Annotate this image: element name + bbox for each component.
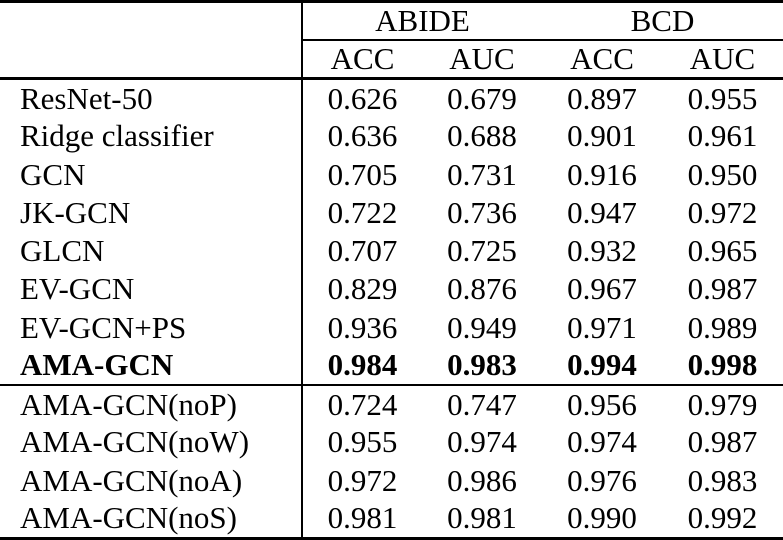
metric-value: 0.725 xyxy=(447,233,517,269)
metric-value: 0.956 xyxy=(542,383,662,424)
row-label: AMA-GCN(noA) xyxy=(0,461,303,500)
metric-value: 0.984 xyxy=(327,347,398,383)
metric-value: 0.747 xyxy=(422,383,542,424)
metric-value: 0.829 xyxy=(327,271,398,307)
metric-header-auc-bcd: AUC xyxy=(662,40,783,80)
table-row: Ridge classifier 0.636 0.688 0.901 0.961 xyxy=(0,117,783,156)
main-methods-section: ResNet-50 0.626 0.679 0.897 0.955 Ridge … xyxy=(0,78,783,385)
table-row: AMA-GCN(noW) 0.955 0.974 0.974 0.987 xyxy=(0,423,783,462)
metric-value: 0.986 xyxy=(447,462,517,498)
metric-value: 0.994 xyxy=(567,347,637,383)
metric-value: 0.901 xyxy=(567,118,637,154)
corner-empty-cell xyxy=(0,1,303,40)
metric-value: 0.679 xyxy=(447,80,517,116)
row-label: EV-GCN xyxy=(0,270,303,309)
metric-value: 0.987 xyxy=(687,271,758,307)
column-group-bcd: BCD xyxy=(542,1,783,41)
metric-header-row: ACC AUC ACC AUC xyxy=(0,40,783,80)
metric-value: 0.955 xyxy=(327,424,398,460)
row-label: AMA-GCN(noS) xyxy=(0,499,303,539)
metric-value: 0.983 xyxy=(687,462,758,498)
metric-value: 0.974 xyxy=(567,424,637,460)
table-row: ResNet-50 0.626 0.679 0.897 0.955 xyxy=(0,78,783,118)
metric-header-acc-abide: ACC xyxy=(302,40,422,80)
metric-value: 0.932 xyxy=(567,233,637,269)
metric-value: 0.992 xyxy=(687,500,758,536)
metric-value: 0.955 xyxy=(687,80,758,116)
metric-value: 0.626 xyxy=(327,80,398,116)
table-row-proposed-method: AMA-GCN 0.984 0.983 0.994 0.998 xyxy=(0,346,783,385)
table-row: EV-GCN 0.829 0.876 0.967 0.987 xyxy=(0,270,783,309)
dataset-header-row: ABIDE BCD xyxy=(0,1,783,41)
corner-empty-cell xyxy=(0,40,303,80)
metric-value: 0.897 xyxy=(567,80,637,116)
metric-value: 0.947 xyxy=(567,194,637,230)
row-label: EV-GCN+PS xyxy=(0,308,303,347)
table-row: EV-GCN+PS 0.936 0.949 0.971 0.989 xyxy=(0,308,783,347)
metric-value: 0.636 xyxy=(327,118,398,154)
metric-value: 0.876 xyxy=(447,271,517,307)
metric-value: 0.950 xyxy=(687,156,758,192)
metric-value: 0.705 xyxy=(327,156,398,192)
metric-value: 0.989 xyxy=(687,309,758,345)
metric-value: 0.722 xyxy=(327,194,398,230)
row-label: AMA-GCN(noW) xyxy=(0,423,303,462)
row-label: JK-GCN xyxy=(0,193,303,232)
metric-value: 0.961 xyxy=(687,118,758,154)
row-label: GCN xyxy=(0,155,303,194)
metric-value: 0.731 xyxy=(447,156,517,192)
metric-value: 0.983 xyxy=(447,347,517,383)
table-row: AMA-GCN(noP) 0.724 0.747 0.956 0.979 xyxy=(0,383,783,424)
metric-value: 0.976 xyxy=(567,462,637,498)
metric-value: 0.979 xyxy=(662,383,783,424)
row-label: GLCN xyxy=(0,231,303,271)
metric-header-acc-bcd: ACC xyxy=(542,40,662,80)
metric-value: 0.949 xyxy=(447,309,517,345)
metric-value: 0.972 xyxy=(327,462,398,498)
table-row: AMA-GCN(noA) 0.972 0.986 0.976 0.983 xyxy=(0,461,783,500)
metric-value: 0.987 xyxy=(687,424,758,460)
metric-value: 0.972 xyxy=(687,194,758,230)
metric-value: 0.965 xyxy=(687,233,758,269)
row-label: AMA-GCN xyxy=(0,346,303,385)
row-label: Ridge classifier xyxy=(0,117,303,156)
metric-value: 0.974 xyxy=(447,424,517,460)
table-row: GLCN 0.707 0.725 0.932 0.965 xyxy=(0,231,783,271)
metric-value: 0.936 xyxy=(327,309,398,345)
row-label: ResNet-50 xyxy=(0,78,303,118)
metric-value: 0.916 xyxy=(567,156,637,192)
table-row: JK-GCN 0.722 0.736 0.947 0.972 xyxy=(0,193,783,232)
metric-value: 0.707 xyxy=(327,233,398,269)
metric-header-auc-abide: AUC xyxy=(422,40,542,80)
metric-value: 0.971 xyxy=(567,309,637,345)
metric-value: 0.736 xyxy=(447,194,517,230)
metric-value: 0.967 xyxy=(567,271,637,307)
metric-value: 0.998 xyxy=(687,347,758,383)
ablation-section: AMA-GCN(noP) 0.724 0.747 0.956 0.979 AMA… xyxy=(0,383,783,539)
metric-value: 0.981 xyxy=(447,500,517,536)
table-row: AMA-GCN(noS) 0.981 0.981 0.990 0.992 xyxy=(0,499,783,539)
metric-value: 0.990 xyxy=(567,500,637,536)
metric-value: 0.688 xyxy=(447,118,517,154)
table-row: GCN 0.705 0.731 0.916 0.950 xyxy=(0,155,783,194)
column-group-abide: ABIDE xyxy=(302,1,542,41)
metric-value: 0.981 xyxy=(327,500,398,536)
metric-value: 0.724 xyxy=(302,383,422,424)
row-label: AMA-GCN(noP) xyxy=(0,383,303,424)
